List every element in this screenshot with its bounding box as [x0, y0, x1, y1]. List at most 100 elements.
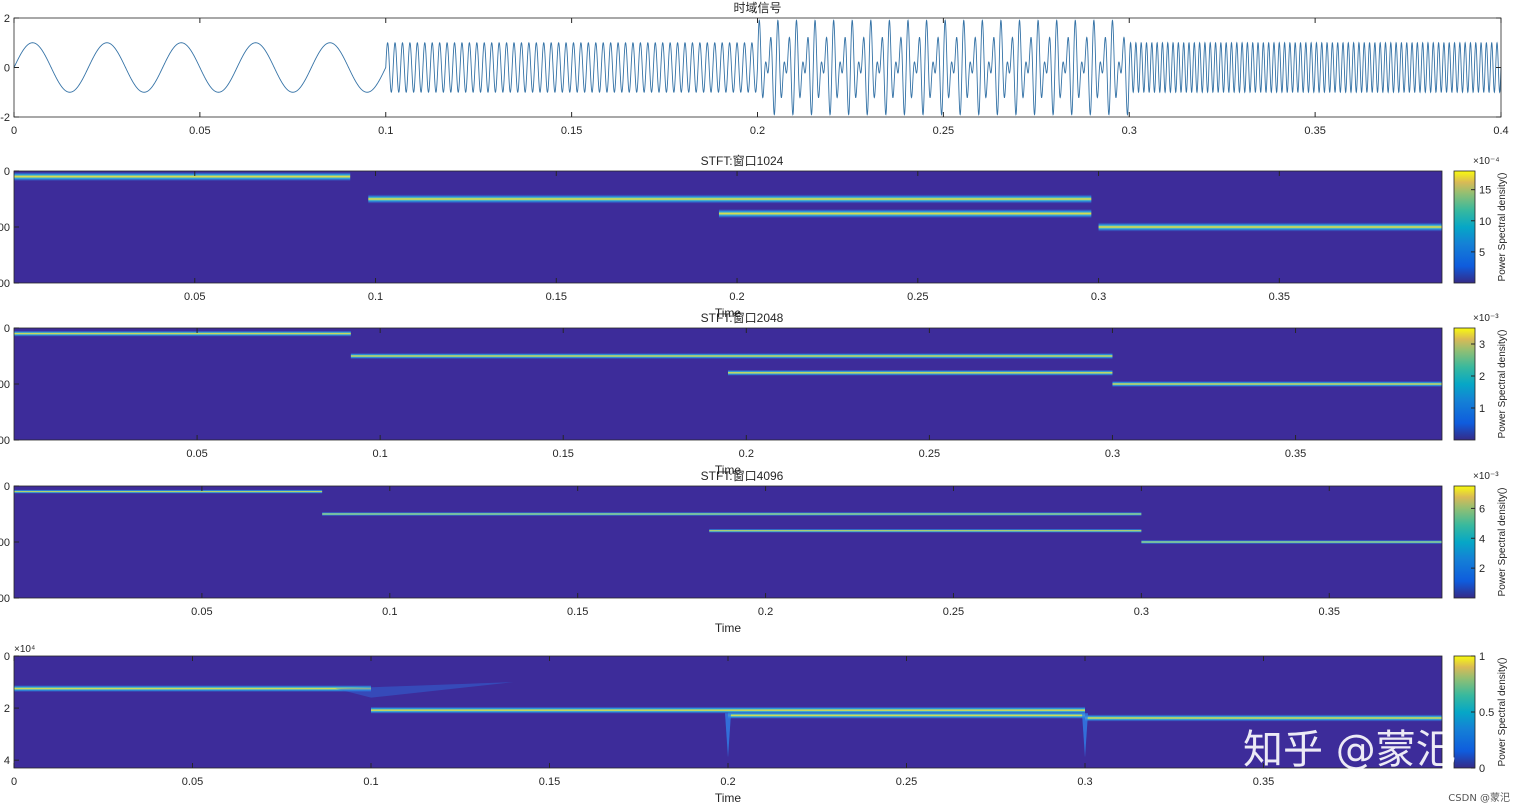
y-tick-label: 500 — [0, 537, 10, 549]
colorbar — [1453, 170, 1476, 284]
x-tick-label: 0.15 — [546, 291, 567, 303]
colorbar-label: Power Spectral density() — [1497, 488, 1508, 597]
colorbar-exponent: ×10⁻³ — [1473, 313, 1499, 324]
x-tick-label: 0.15 — [553, 448, 574, 460]
panel-1: STFT:窗口1024 0.05 0.1 0.15 0.2 0.25 0.3 0.35 Time… — [0, 154, 1508, 320]
x-axis-label: Time — [715, 463, 742, 477]
x-tick-label: 0.25 — [933, 125, 954, 137]
y-tick-label: 4 — [4, 755, 10, 767]
colorbar-tick-label: 10 — [1479, 216, 1491, 228]
x-tick-label: 0.3 — [1122, 125, 1137, 137]
spectral-track — [14, 489, 323, 494]
colorbar-label: Power Spectral density() — [1497, 173, 1508, 282]
y-tick-label: 1000 — [0, 435, 10, 447]
y-tick-label: 0 — [4, 63, 10, 75]
spectral-track — [728, 711, 1085, 719]
colorbar-tick-label: 6 — [1479, 503, 1485, 515]
y-tick-label: 1000 — [0, 593, 10, 605]
y-tick-label: 500 — [0, 222, 10, 234]
y-tick-label: 500 — [0, 379, 10, 391]
spectral-track — [1112, 381, 1442, 387]
x-tick-label: 0.05 — [182, 776, 203, 788]
x-tick-label: 0.2 — [720, 776, 735, 788]
x-tick-label: 0.25 — [943, 606, 964, 618]
spectral-track — [1098, 222, 1442, 232]
panel-2: STFT:窗口2048 0.05 0.1 0.15 0.2 0.25 0.3 0.35 Time… — [0, 311, 1508, 477]
x-tick-label: 0.1 — [363, 776, 378, 788]
x-tick-label: 0.2 — [758, 606, 773, 618]
panel-title: 时域信号 — [733, 1, 781, 15]
x-axis-label: Time — [715, 621, 742, 635]
x-tick-label: 0 — [11, 125, 17, 137]
x-tick-label: 0.05 — [189, 125, 210, 137]
x-tick-label: 0.4 — [1493, 125, 1508, 137]
colorbar-label: Power Spectral density() — [1497, 658, 1508, 767]
y-tick-label: 1000 — [0, 278, 10, 290]
colorbar-tick-label: 1 — [1479, 651, 1485, 663]
x-tick-label: 0.25 — [907, 291, 928, 303]
signal-series — [13, 19, 1502, 116]
panel-title: STFT:窗口2048 — [701, 311, 784, 325]
colorbar-tick-label: 2 — [1479, 371, 1485, 383]
y-axis-exponent: ×10⁴ — [14, 644, 35, 655]
panel-title: STFT:窗口1024 — [701, 154, 784, 168]
colorbar-tick-label: 2 — [1479, 563, 1485, 575]
y-tick-label: -2 — [0, 112, 10, 124]
x-tick-label: 0.05 — [186, 448, 207, 460]
y-tick-label: 2 — [4, 13, 10, 25]
colorbar-tick-label: 4 — [1479, 533, 1485, 545]
colorbar-tick-label: 0 — [1479, 763, 1485, 775]
x-tick-label: 0.3 — [1134, 606, 1149, 618]
transition-spike — [1082, 713, 1088, 758]
x-tick-label: 0.05 — [184, 291, 205, 303]
colorbar-label: Power Spectral density() — [1497, 330, 1508, 439]
colorbar — [1453, 485, 1476, 599]
x-tick-label: 0.2 — [729, 291, 744, 303]
spectral-track — [371, 706, 1085, 714]
x-tick-label: 0.25 — [896, 776, 917, 788]
watermark-text: 知乎 @蒙汜 — [1243, 727, 1456, 773]
x-axis-label: Time — [715, 306, 742, 320]
spectral-track — [14, 330, 351, 337]
transition-spike — [725, 713, 731, 758]
colorbar — [1453, 327, 1476, 441]
x-tick-label: 0.3 — [1105, 448, 1120, 460]
colorbar-exponent: ×10⁻³ — [1473, 471, 1499, 482]
x-tick-label: 0.15 — [539, 776, 560, 788]
x-tick-label: 0.35 — [1253, 776, 1274, 788]
y-tick-label: 2 — [4, 703, 10, 715]
spectral-track — [350, 353, 1113, 359]
x-tick-label: 0.2 — [739, 448, 754, 460]
x-tick-label: 0.05 — [191, 606, 212, 618]
colorbar-tick-label: 0.5 — [1479, 707, 1494, 719]
x-tick-label: 0.15 — [567, 606, 588, 618]
x-tick-label: 0.1 — [382, 606, 397, 618]
x-tick-label: 0.1 — [368, 291, 383, 303]
x-axis-label: Time — [715, 791, 742, 805]
colorbar-tick-label: 15 — [1479, 185, 1491, 197]
x-tick-label: 0.15 — [561, 125, 582, 137]
spectral-track — [14, 685, 371, 693]
spectral-track — [322, 512, 1142, 516]
x-tick-label: 0 — [11, 776, 17, 788]
x-tick-label: 0.35 — [1285, 448, 1306, 460]
x-tick-label: 0.3 — [1077, 776, 1092, 788]
spectral-track — [1141, 540, 1442, 544]
y-tick-label: 0 — [4, 481, 10, 493]
transition-smear — [335, 682, 514, 698]
spectral-track — [709, 528, 1142, 533]
colorbar-tick-label: 3 — [1479, 339, 1485, 351]
x-tick-label: 0.3 — [1091, 291, 1106, 303]
x-tick-label: 0.35 — [1304, 125, 1325, 137]
x-tick-label: 0.2 — [750, 125, 765, 137]
spectral-track — [14, 172, 351, 182]
spectral-track — [718, 209, 1092, 219]
colorbar-exponent: ×10⁻⁴ — [1473, 156, 1500, 167]
x-tick-label: 0.35 — [1319, 606, 1340, 618]
colorbar-tick-label: 1 — [1479, 403, 1485, 415]
spectral-track — [728, 369, 1113, 376]
x-tick-label: 0.35 — [1269, 291, 1290, 303]
x-tick-label: 0.1 — [378, 125, 393, 137]
colorbar-tick-label: 5 — [1479, 247, 1485, 259]
